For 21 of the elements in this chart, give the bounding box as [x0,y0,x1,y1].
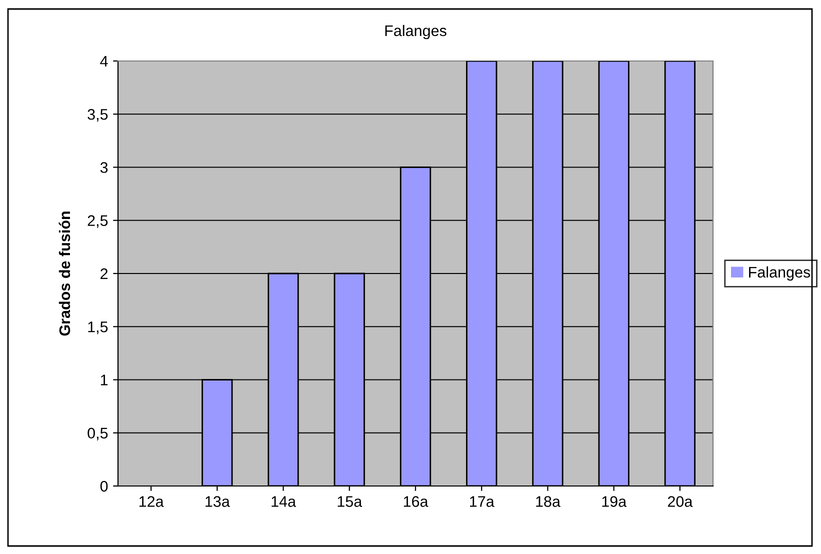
y-tick-label: 1,5 [88,322,108,334]
x-tick-label: 18a [536,496,560,507]
x-tick-label: 16a [404,496,428,507]
chart-title: Falanges [385,24,446,40]
y-tick-label: 0,5 [88,428,108,440]
y-tick-label: 0 [100,480,108,492]
y-tick-label: 1 [100,374,108,386]
y-tick-label: 2 [100,268,108,280]
y-tick-label: 4 [100,56,108,67]
y-axis-title: Grados de fusión [58,212,70,336]
x-tick-label: 13a [206,496,230,507]
x-tick-label: 15a [338,496,362,507]
y-tick-label: 3 [100,162,108,173]
x-tick-label: 12a [139,496,164,507]
x-tick-label: 19a [602,496,627,507]
x-tick-label: 14a [272,496,296,507]
legend-label: Falanges [749,266,810,281]
x-tick-label: 17a [470,496,494,507]
y-tick-label: 2,5 [88,215,108,228]
y-tick-label: 3,5 [88,108,108,122]
x-tick-label: 20a [668,496,693,507]
